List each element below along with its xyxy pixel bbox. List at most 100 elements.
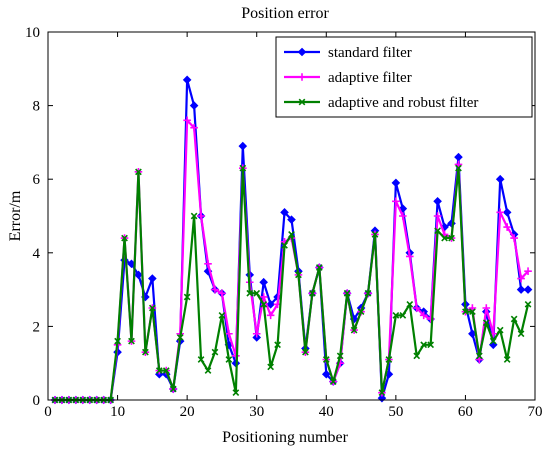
data-point	[218, 311, 226, 319]
data-point	[391, 178, 401, 188]
data-point	[321, 369, 331, 379]
data-point	[189, 101, 199, 110]
y-axis-label: Error/m	[7, 190, 24, 241]
data-point	[259, 277, 268, 287]
x-tick-label: 70	[528, 404, 543, 420]
legend-label: adaptive and robust filter	[328, 95, 478, 111]
data-point	[378, 389, 386, 397]
data-point	[197, 212, 205, 220]
legend-marker	[298, 73, 306, 81]
data-point	[475, 352, 483, 360]
data-point	[496, 208, 505, 217]
data-point	[433, 212, 442, 220]
data-point	[266, 311, 275, 320]
data-point	[253, 289, 261, 297]
data-point	[322, 356, 330, 363]
data-point	[169, 385, 177, 393]
data-point	[454, 160, 463, 169]
data-point	[496, 326, 504, 334]
data-point	[516, 285, 526, 294]
data-point	[274, 341, 281, 349]
x-axis-label: Positioning number	[222, 429, 348, 446]
plot-frame	[47, 31, 536, 401]
data-point	[142, 348, 149, 356]
data-point	[406, 300, 414, 308]
y-tick-label: 6	[33, 172, 41, 188]
data-point	[295, 271, 302, 279]
y-tick-label: 0	[33, 393, 41, 409]
x-tick-label: 10	[110, 404, 125, 420]
data-point	[204, 367, 212, 374]
data-point	[252, 329, 261, 338]
data-point	[510, 315, 518, 323]
series-line	[54, 167, 530, 402]
legend: standard filter adaptive filter adaptive a…	[275, 36, 533, 118]
data-point	[225, 329, 233, 338]
data-point	[517, 274, 525, 283]
data-point	[287, 215, 296, 224]
data-point	[259, 293, 268, 301]
data-point	[523, 285, 533, 294]
data-point	[134, 270, 143, 280]
chart-title: Position error	[241, 5, 329, 22]
y-tick-label: 8	[33, 99, 41, 115]
data-point	[488, 340, 498, 350]
data-point	[329, 378, 337, 385]
data-point	[267, 363, 274, 371]
data-point	[302, 348, 309, 356]
legend-entry: standard filter	[284, 45, 412, 61]
data-point	[469, 308, 476, 316]
data-point	[218, 289, 226, 298]
data-point	[371, 231, 379, 238]
legend-entry: adaptive and robust filter	[284, 95, 478, 111]
data-point	[343, 289, 351, 297]
data-point	[260, 300, 268, 308]
data-point	[266, 300, 275, 309]
data-point	[190, 123, 198, 132]
data-point	[462, 308, 469, 316]
data-point	[482, 319, 490, 327]
data-point	[281, 242, 288, 249]
data-point	[405, 252, 414, 261]
data-point	[475, 355, 484, 364]
legend-marker	[298, 98, 306, 106]
data-point	[225, 356, 233, 363]
x-tick-label: 20	[180, 404, 195, 420]
data-point	[510, 234, 518, 242]
data-point	[392, 197, 400, 206]
data-point	[420, 341, 428, 349]
data-point	[448, 234, 455, 242]
data-point	[114, 337, 121, 345]
legend-label: standard filter	[328, 45, 412, 61]
y-tick-label: 2	[33, 319, 41, 335]
y-tick-label: 10	[25, 25, 40, 41]
data-point	[503, 223, 511, 231]
data-point	[377, 393, 387, 403]
data-point	[434, 227, 441, 235]
data-point	[419, 311, 428, 320]
x-tick-label: 40	[319, 404, 334, 420]
data-point	[350, 326, 358, 334]
data-point	[385, 356, 393, 363]
data-point	[455, 164, 462, 172]
data-point	[392, 311, 400, 319]
data-point	[357, 308, 365, 316]
legend-entry: adaptive filter	[284, 70, 412, 86]
legend-label: adaptive filter	[328, 70, 412, 86]
axes: 0 10 20 30 40 50 60 70 0 2 4 6 8 10	[25, 25, 543, 420]
data-point	[211, 348, 219, 356]
data-point	[413, 352, 421, 360]
data-point	[211, 285, 219, 294]
series-3	[51, 164, 532, 404]
data-point	[336, 352, 344, 360]
data-point	[183, 116, 191, 125]
data-point	[399, 311, 407, 319]
data-point	[183, 293, 191, 301]
data-point	[503, 356, 511, 363]
data-point	[239, 164, 247, 172]
data-point	[502, 208, 512, 217]
data-point	[468, 304, 477, 312]
data-point	[148, 274, 157, 283]
data-point	[190, 212, 198, 220]
data-point	[148, 304, 156, 312]
